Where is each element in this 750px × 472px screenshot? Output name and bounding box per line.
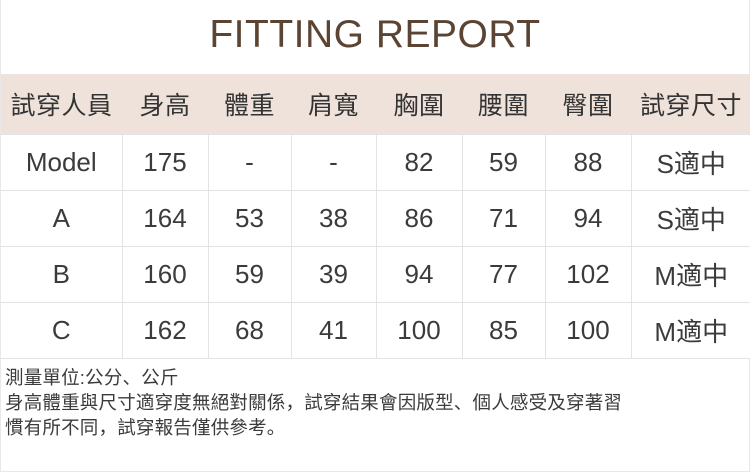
cell-waist: 85 <box>462 302 546 359</box>
cell-hip: 102 <box>545 246 632 303</box>
fitting-report-table: 試穿人員 身高 體重 肩寬 胸圍 腰圍 臀圍 試穿尺寸 Model 175 - … <box>1 74 750 359</box>
cell-bust: 100 <box>376 302 463 359</box>
cell-height: 164 <box>122 190 209 247</box>
table-row: C 162 68 41 100 85 100 M適中 <box>1 302 750 359</box>
note-disclaimer-line-1: 身高體重與尺寸適穿度無絕對關係，試穿結果會因版型、個人感受及穿著習 <box>5 392 623 413</box>
cell-person: Model <box>1 134 123 191</box>
cell-shoulder: 41 <box>291 302 377 359</box>
column-header-hip: 臀圍 <box>545 74 631 135</box>
cell-bust: 86 <box>376 190 463 247</box>
cell-height: 162 <box>122 302 209 359</box>
note-disclaimer-line-2: 慣有所不同，試穿報告僅供參考。 <box>5 417 286 438</box>
cell-weight: 59 <box>208 246 292 303</box>
column-header-bust: 胸圍 <box>376 74 462 135</box>
cell-weight: 53 <box>208 190 292 247</box>
table-row: Model 175 - - 82 59 88 S適中 <box>1 134 750 191</box>
column-header-weight: 體重 <box>208 74 291 135</box>
cell-person: A <box>1 190 123 247</box>
table-header-row: 試穿人員 身高 體重 肩寬 胸圍 腰圍 臀圍 試穿尺寸 <box>1 74 750 135</box>
cell-shoulder: - <box>291 134 377 191</box>
note-measurement-units: 測量單位:公分、公斤 <box>5 367 179 388</box>
cell-size: S適中 <box>631 190 750 247</box>
cell-bust: 82 <box>376 134 463 191</box>
cell-size: M適中 <box>631 302 750 359</box>
cell-waist: 71 <box>462 190 546 247</box>
cell-height: 160 <box>122 246 209 303</box>
report-title-band: FITTING REPORT <box>1 0 749 74</box>
column-header-waist: 腰圍 <box>462 74 545 135</box>
report-notes: 測量單位:公分、公斤 身高體重與尺寸適穿度無絕對關係，試穿結果會因版型、個人感受… <box>1 359 749 440</box>
cell-size: S適中 <box>631 134 750 191</box>
column-header-height: 身高 <box>122 74 208 135</box>
table-row: B 160 59 39 94 77 102 M適中 <box>1 246 750 303</box>
cell-weight: 68 <box>208 302 292 359</box>
cell-shoulder: 38 <box>291 190 377 247</box>
column-header-shoulder: 肩寬 <box>291 74 376 135</box>
cell-person: C <box>1 302 123 359</box>
cell-person: B <box>1 246 123 303</box>
cell-waist: 59 <box>462 134 546 191</box>
cell-waist: 77 <box>462 246 546 303</box>
table-row: A 164 53 38 86 71 94 S適中 <box>1 190 750 247</box>
cell-hip: 100 <box>545 302 632 359</box>
cell-hip: 94 <box>545 190 632 247</box>
column-header-person: 試穿人員 <box>1 74 122 135</box>
cell-shoulder: 39 <box>291 246 377 303</box>
cell-hip: 88 <box>545 134 632 191</box>
page-title: FITTING REPORT <box>209 13 541 56</box>
cell-size: M適中 <box>631 246 750 303</box>
cell-height: 175 <box>122 134 209 191</box>
cell-weight: - <box>208 134 292 191</box>
column-header-size: 試穿尺寸 <box>631 74 750 135</box>
cell-bust: 94 <box>376 246 463 303</box>
